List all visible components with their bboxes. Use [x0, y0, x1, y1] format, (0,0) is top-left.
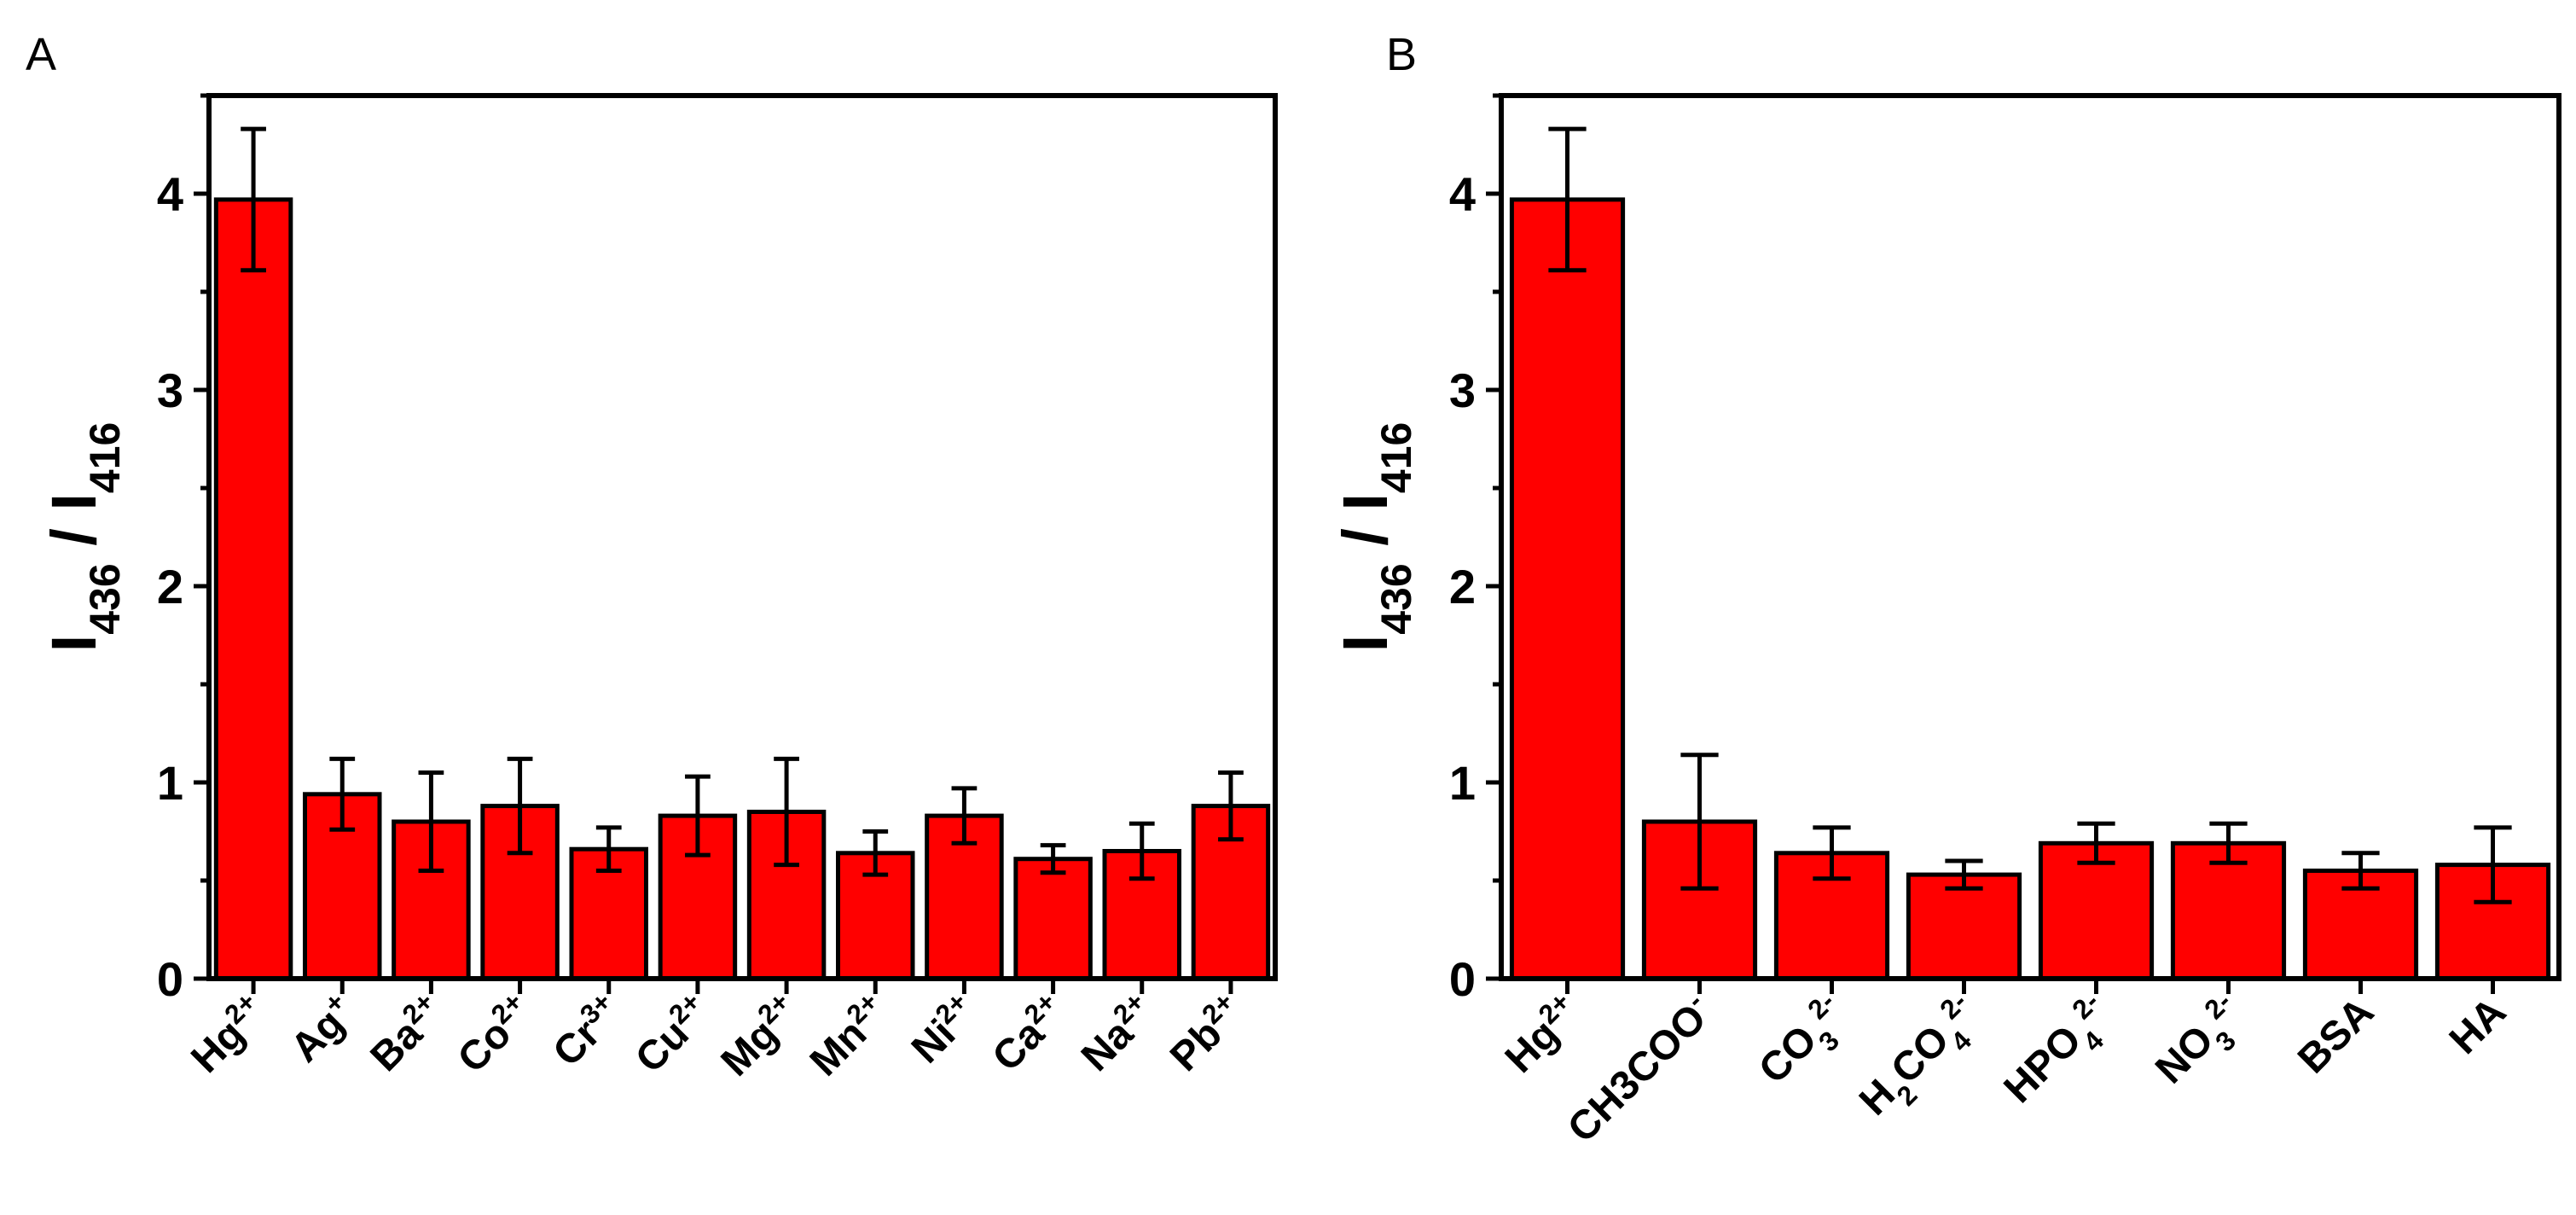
- x-tick-label: NO32-: [2144, 986, 2260, 1102]
- y-tick-label: 3: [157, 363, 183, 417]
- x-tick-label: Ag+: [280, 986, 364, 1071]
- y-tick-label: 0: [1449, 952, 1476, 1006]
- panel-label: A: [26, 29, 56, 80]
- x-tick-label: Mg2+: [710, 986, 809, 1085]
- y-tick-label: 2: [1449, 560, 1476, 613]
- x-tick-label: Hg2+: [180, 986, 276, 1082]
- x-tick-label: BSA: [2289, 989, 2382, 1082]
- y-axis-label: I436 / I416: [38, 422, 129, 653]
- x-tick-label: Ni2+: [900, 986, 986, 1073]
- x-tick-label: Co2+: [446, 986, 542, 1082]
- y-tick-label: 3: [1449, 363, 1476, 417]
- y-tick-label: 4: [157, 167, 183, 221]
- plot-frame: [206, 93, 1278, 981]
- y-tick-label: 4: [1449, 167, 1476, 221]
- chart-panel-b: B 0 1 2 3 4 Hg2+CH3COO-CO32-H2CO42-HPO42-NO32-…: [1330, 29, 2561, 1152]
- y-tick-label: 2: [157, 560, 183, 613]
- bar: [213, 197, 293, 981]
- x-tick-label: Ca2+: [981, 986, 1075, 1080]
- x-tick-label: Ba2+: [359, 986, 453, 1080]
- y-tick-label: 1: [1449, 756, 1476, 810]
- x-tick-label: CH3COO-: [1557, 986, 1722, 1152]
- bar: [1509, 197, 1626, 981]
- x-tick-label: Mn2+: [798, 986, 897, 1085]
- x-tick-label: Pb2+: [1159, 986, 1253, 1080]
- x-tick-label: Hg2+: [1494, 986, 1589, 1082]
- x-tick-label: H2CO42-: [1848, 986, 1995, 1133]
- x-tick-label: Cu2+: [624, 986, 720, 1082]
- y-tick-label: 0: [157, 952, 183, 1006]
- bar: [1013, 857, 1093, 981]
- bar: [1906, 872, 2022, 981]
- x-tick-label: HA: [2441, 989, 2515, 1062]
- x-tick-label: Na2+: [1070, 986, 1163, 1080]
- y-axis-label: I436 / I416: [1330, 422, 1420, 653]
- panel-label: B: [1386, 29, 1417, 80]
- y-tick-label: 1: [157, 756, 183, 810]
- x-tick-label: HPO42-: [1993, 986, 2126, 1120]
- x-tick-label: CO32-: [1748, 986, 1863, 1102]
- plot-frame: [1499, 93, 2561, 981]
- chart-panel-a: A 0 1 2 3 4 Hg2+ Ag+Ba2+Co2+Cr3+Cu2+Mg2+Mn2+Ni2…: [26, 29, 1278, 1085]
- x-tick-label: Cr3+: [542, 986, 631, 1076]
